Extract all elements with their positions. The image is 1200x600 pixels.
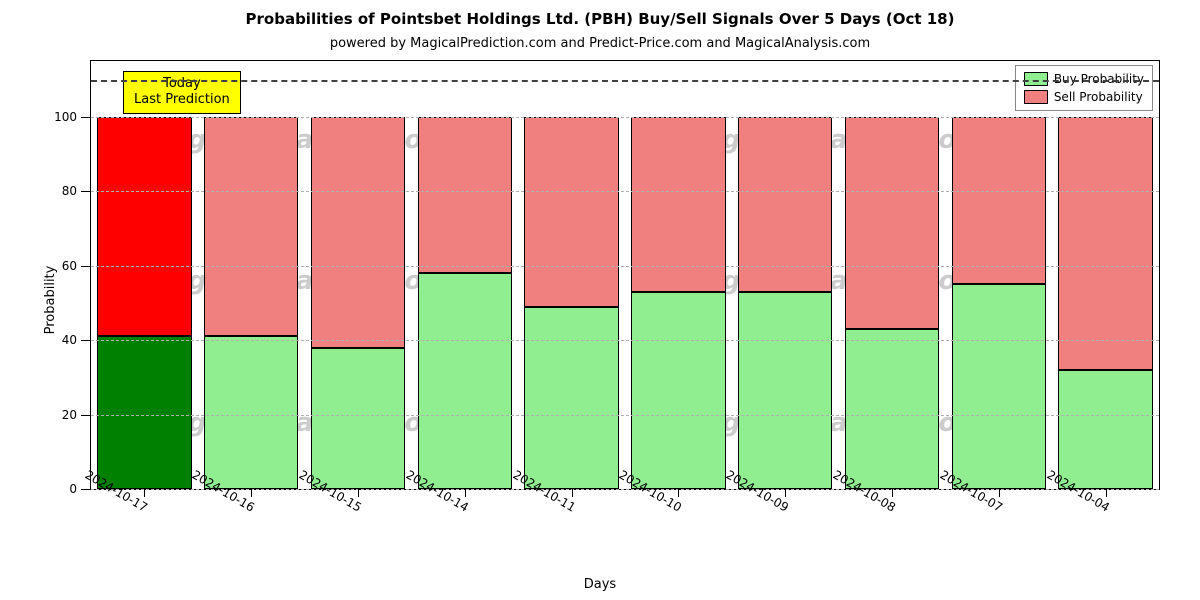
ytick bbox=[81, 191, 91, 192]
bar-sell bbox=[418, 117, 512, 273]
ytick bbox=[81, 340, 91, 341]
x-axis-label: Days bbox=[0, 577, 1200, 592]
plot-area: MagicalAnalysis.comMagicalAnalysis.comMa… bbox=[90, 60, 1160, 490]
xtick bbox=[144, 489, 145, 497]
ytick bbox=[81, 489, 91, 490]
ytick-label: 80 bbox=[62, 184, 77, 198]
xtick bbox=[465, 489, 466, 497]
bar-buy bbox=[524, 307, 618, 489]
bars-layer bbox=[91, 61, 1159, 489]
xtick bbox=[678, 489, 679, 497]
xtick bbox=[358, 489, 359, 497]
gridline bbox=[91, 415, 1159, 416]
gridline bbox=[91, 266, 1159, 267]
today-annotation-line1: Today bbox=[134, 76, 230, 92]
bar-slot bbox=[521, 61, 621, 489]
gridline bbox=[91, 191, 1159, 192]
bar-buy bbox=[845, 329, 939, 489]
bar-buy bbox=[738, 292, 832, 489]
legend-row-sell: Sell Probability bbox=[1024, 88, 1144, 106]
today-annotation: Today Last Prediction bbox=[123, 71, 241, 114]
xtick bbox=[251, 489, 252, 497]
bar-slot bbox=[1055, 61, 1155, 489]
legend-swatch-sell bbox=[1024, 90, 1048, 104]
bar-sell bbox=[97, 117, 191, 337]
bar-buy bbox=[97, 336, 191, 489]
bar-slot bbox=[415, 61, 515, 489]
today-annotation-line2: Last Prediction bbox=[134, 92, 230, 108]
gridline bbox=[91, 117, 1159, 118]
ytick bbox=[81, 415, 91, 416]
xtick bbox=[999, 489, 1000, 497]
bar-sell bbox=[1058, 117, 1152, 370]
y-axis-label: Probability bbox=[43, 266, 58, 335]
bar-buy bbox=[1058, 370, 1152, 489]
bar-slot bbox=[842, 61, 942, 489]
bar-sell bbox=[952, 117, 1046, 284]
bar-slot bbox=[735, 61, 835, 489]
bar-sell bbox=[524, 117, 618, 307]
xtick bbox=[1106, 489, 1107, 497]
chart-container: Probabilities of Pointsbet Holdings Ltd.… bbox=[0, 0, 1200, 600]
ytick-label: 0 bbox=[69, 482, 77, 496]
ytick-label: 60 bbox=[62, 259, 77, 273]
chart-title: Probabilities of Pointsbet Holdings Ltd.… bbox=[0, 10, 1200, 28]
bar-slot bbox=[201, 61, 301, 489]
bar-slot bbox=[628, 61, 728, 489]
bar-sell bbox=[845, 117, 939, 329]
bar-buy bbox=[204, 336, 298, 489]
ridge-line bbox=[91, 80, 1159, 82]
bar-slot bbox=[308, 61, 408, 489]
chart-subtitle: powered by MagicalPrediction.com and Pre… bbox=[0, 36, 1200, 51]
xtick bbox=[572, 489, 573, 497]
ytick bbox=[81, 117, 91, 118]
bar-slot bbox=[949, 61, 1049, 489]
legend-label-sell: Sell Probability bbox=[1054, 88, 1143, 106]
bar-slot bbox=[94, 61, 194, 489]
bar-buy bbox=[311, 348, 405, 489]
ytick-label: 20 bbox=[62, 408, 77, 422]
bar-sell bbox=[204, 117, 298, 337]
legend: Buy Probability Sell Probability bbox=[1015, 65, 1153, 111]
bar-buy bbox=[631, 292, 725, 489]
ytick-label: 40 bbox=[62, 333, 77, 347]
bar-buy bbox=[418, 273, 512, 489]
gridline bbox=[91, 340, 1159, 341]
xtick bbox=[892, 489, 893, 497]
bar-sell bbox=[311, 117, 405, 348]
xtick bbox=[785, 489, 786, 497]
bar-buy bbox=[952, 284, 1046, 489]
ytick-label: 100 bbox=[54, 110, 77, 124]
ytick bbox=[81, 266, 91, 267]
